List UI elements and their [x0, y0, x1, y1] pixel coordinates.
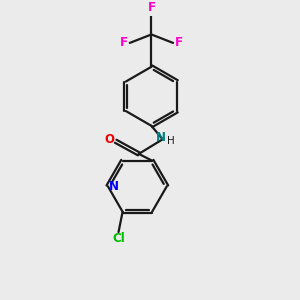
Text: H: H — [167, 136, 174, 146]
Text: F: F — [175, 36, 183, 50]
Text: Cl: Cl — [112, 232, 125, 245]
Text: N: N — [109, 180, 119, 193]
Text: N: N — [156, 131, 166, 144]
Text: F: F — [120, 36, 128, 50]
Text: O: O — [104, 134, 115, 146]
Text: F: F — [147, 1, 155, 14]
